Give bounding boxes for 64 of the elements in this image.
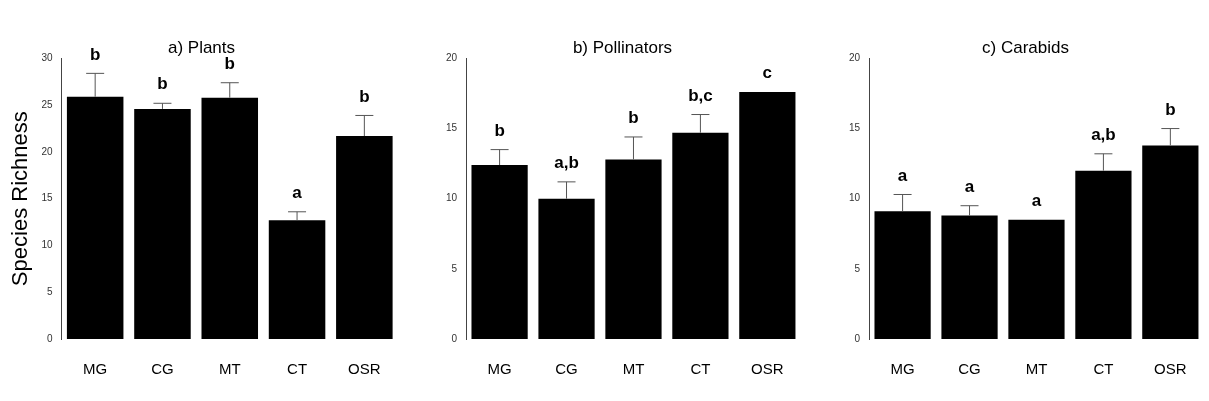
x-tick-label: CT <box>1093 360 1114 378</box>
y-tick-label: 15 <box>446 122 458 134</box>
x-tick-label: OSR <box>348 360 381 378</box>
bar <box>66 96 124 339</box>
y-tick-label: 20 <box>446 52 458 64</box>
annotation: b <box>628 108 639 128</box>
y-tick-label: 25 <box>41 98 53 110</box>
bar <box>268 220 326 339</box>
x-tick-label: CG <box>555 360 578 378</box>
annotation: a <box>292 182 303 202</box>
bar <box>672 132 729 339</box>
y-tick-label: 30 <box>41 52 53 64</box>
annotation: b <box>157 74 168 94</box>
x-tick-label: MG <box>487 360 512 378</box>
bar <box>134 108 191 339</box>
y-tick-label: 10 <box>41 239 53 251</box>
x-tick-label: CT <box>287 360 308 378</box>
bar <box>874 211 931 339</box>
annotation: b,c <box>688 85 713 105</box>
y-tick-label: 0 <box>46 332 53 344</box>
bar <box>605 159 662 339</box>
y-tick-label: 20 <box>849 52 861 64</box>
y-tick-label: 0 <box>854 332 861 344</box>
x-tick-label: MG <box>890 360 915 378</box>
x-tick-label: MT <box>622 360 645 378</box>
bar <box>201 97 259 339</box>
y-tick-label: 10 <box>849 192 861 204</box>
annotation: a,b <box>1091 124 1116 144</box>
x-tick-label: MG <box>83 360 108 378</box>
annotation: a <box>897 165 908 185</box>
bar <box>1008 219 1065 339</box>
y-tick-label: 5 <box>854 262 861 274</box>
y-tick-label: 15 <box>41 192 53 204</box>
annotation: a,b <box>554 153 579 173</box>
y-tick-label: 5 <box>46 285 53 297</box>
y-tick-label: 5 <box>451 262 458 274</box>
x-tick-label: CG <box>151 360 174 378</box>
chart-title: c) Carabids <box>982 37 1069 57</box>
x-tick-label: CT <box>690 360 711 378</box>
x-tick-label: MT <box>1025 360 1048 378</box>
x-tick-label: CG <box>958 360 981 378</box>
annotation: a <box>1031 190 1042 210</box>
annotation: b <box>359 86 370 106</box>
x-tick-label: MT <box>218 360 241 378</box>
x-tick-label: OSR <box>1154 360 1187 378</box>
bar <box>1075 170 1132 339</box>
y-tick-label: 15 <box>849 122 861 134</box>
y-axis-title: Species Richness <box>7 111 33 287</box>
bar <box>336 136 393 339</box>
x-tick-label: OSR <box>751 360 784 378</box>
bar <box>1142 145 1199 339</box>
bar <box>941 215 998 339</box>
y-tick-label: 20 <box>41 145 53 157</box>
annotation: b <box>89 44 101 64</box>
y-tick-label: 0 <box>451 332 458 344</box>
bar <box>739 92 796 339</box>
annotation: a <box>964 176 975 196</box>
y-tick-label: 10 <box>446 192 458 204</box>
annotation: b <box>494 120 505 140</box>
chart-title: b) Pollinators <box>572 37 673 57</box>
bar <box>538 198 595 339</box>
bar <box>471 165 528 339</box>
annotation: c <box>762 63 773 83</box>
annotation: b <box>1165 99 1176 119</box>
